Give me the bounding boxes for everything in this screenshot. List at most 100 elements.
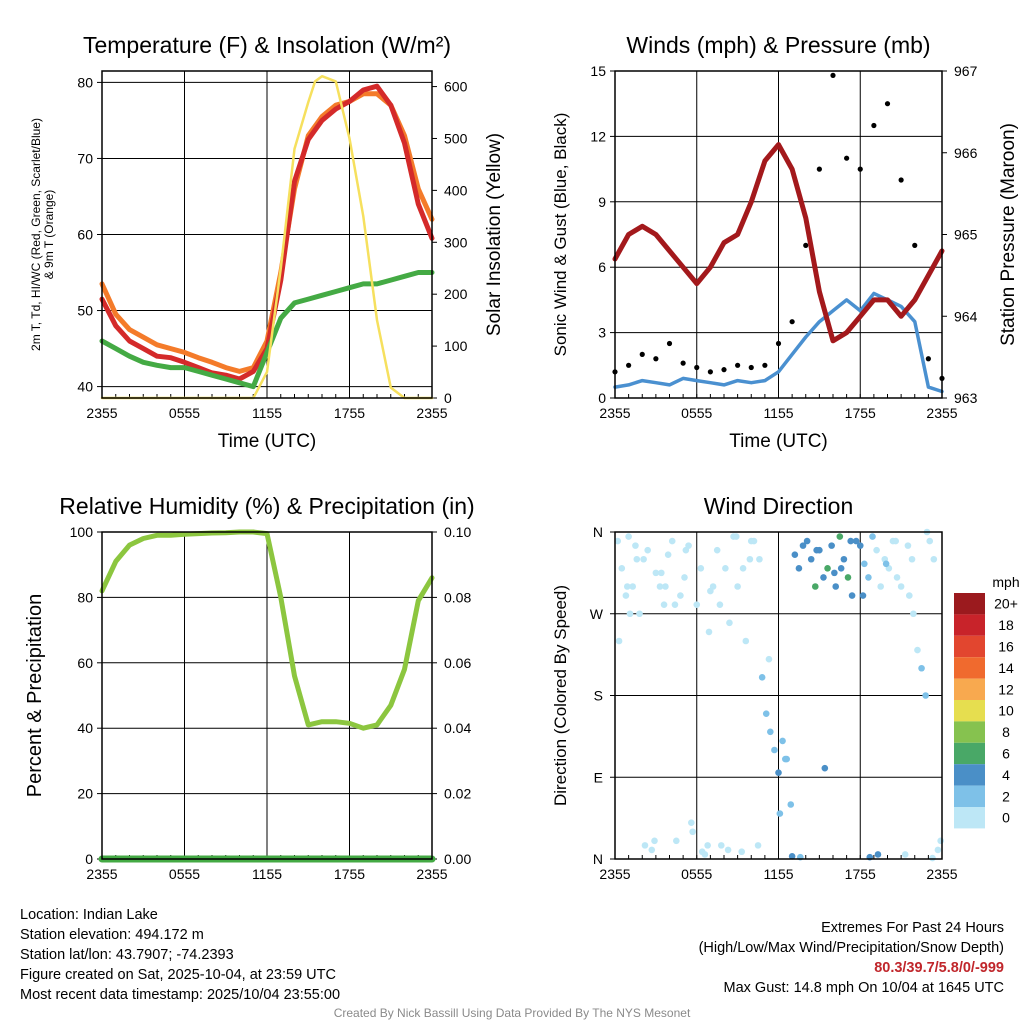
colorbar-title: mph — [992, 574, 1019, 590]
direction-point — [840, 555, 848, 563]
direction-point — [799, 542, 807, 549]
y-tick-label: 100 — [70, 524, 94, 540]
direction-point — [707, 587, 714, 595]
y-tick-label: 80 — [77, 589, 93, 605]
y-tick-label: 80 — [77, 74, 93, 90]
direction-point — [705, 628, 713, 636]
x-tick-label: 1155 — [252, 866, 282, 882]
direction-point — [625, 533, 632, 540]
y2-axis-label: Solar Insolation (Yellow) — [484, 133, 505, 336]
plot-border — [614, 531, 943, 860]
gust-point — [639, 351, 645, 357]
direction-point — [765, 655, 773, 663]
colorbar-swatch — [954, 678, 985, 700]
direction-point — [658, 569, 665, 577]
colorbar-swatch — [954, 764, 985, 786]
extremes-panel: Extremes For Past 24 Hours (High/Low/Max… — [699, 918, 1004, 998]
direction-point — [904, 542, 912, 549]
x-tick-label: 2355 — [86, 405, 117, 421]
x-tick-label: 1155 — [252, 405, 282, 421]
direction-point — [717, 842, 725, 849]
direction-point — [693, 601, 701, 608]
x-tick-label: 1755 — [334, 866, 365, 882]
plot-border — [101, 70, 433, 399]
y-axis-label-line1: 2m T, Td, HI/WC (Red, Green, Scarlet/Blu… — [29, 118, 43, 351]
colorbar-label: 18 — [998, 617, 1014, 633]
direction-point — [918, 664, 925, 672]
y-tick-label: N — [593, 524, 603, 540]
temperature-chart: 2355 0555 1155 1755 2355 Temperature (F) & In… — [29, 32, 505, 452]
y2-tick-label: 966 — [954, 145, 978, 161]
y2-tick-label: 0.04 — [444, 720, 471, 736]
y2-tick-label: 964 — [954, 308, 978, 324]
location-text: Location: Indian Lake — [20, 907, 158, 923]
direction-point — [874, 851, 882, 858]
direction-point — [930, 555, 938, 563]
direction-point — [787, 801, 795, 808]
direction-point — [671, 601, 679, 608]
colorbar-swatch — [954, 593, 985, 615]
direction-point — [698, 848, 706, 856]
y-axis-label: 2m T, Td, HI/WC (Red, Green, Scarlet/Blu… — [29, 118, 56, 351]
gust-point — [694, 364, 700, 371]
x-tick-label: 1755 — [845, 405, 876, 421]
direction-point — [877, 583, 884, 590]
y-tick-label: 12 — [590, 128, 606, 144]
direction-point — [716, 601, 724, 608]
direction-point — [622, 592, 630, 599]
direction-point — [901, 851, 909, 858]
direction-point — [856, 542, 864, 549]
y2-tick-label: 0.06 — [444, 655, 471, 671]
direction-point — [660, 601, 668, 608]
direction-point — [848, 592, 856, 599]
x-axis-label: Time (UTC) — [218, 431, 317, 452]
x-tick-label: 1755 — [334, 405, 365, 421]
direction-point — [724, 846, 732, 854]
gust-point — [884, 101, 891, 107]
direction-point — [722, 565, 729, 572]
gust-point — [912, 242, 918, 248]
direction-point — [746, 555, 754, 563]
y2-tick-label: 963 — [954, 390, 978, 406]
direction-point — [869, 533, 876, 540]
direction-point — [681, 574, 688, 581]
direction-point — [929, 854, 936, 862]
gust-point — [871, 122, 877, 129]
direction-point — [828, 542, 835, 549]
gust-point — [721, 367, 727, 373]
direction-point — [726, 619, 733, 627]
direction-point — [882, 560, 890, 568]
x-axis-label: Time (UTC) — [729, 431, 828, 452]
y-axis-label: Sonic Wind & Gust (Blue, Black) — [551, 113, 570, 357]
y-tick-label: 70 — [77, 150, 93, 166]
gust-point — [803, 242, 809, 248]
direction-point — [641, 842, 649, 849]
y-tick-label: W — [590, 606, 604, 622]
y-tick-label: 60 — [77, 227, 93, 243]
direction-point — [893, 574, 901, 581]
direction-point — [618, 565, 626, 572]
direction-point — [614, 537, 622, 545]
extremes-values: 80.3/39.7/5.8/0/-999 — [874, 960, 1004, 976]
recent-timestamp-text: Most recent data timestamp: 2025/10/04 2… — [20, 987, 341, 1003]
colorbar-swatch — [954, 721, 985, 743]
colorbar-swatch — [954, 785, 985, 807]
gust-point — [844, 155, 850, 161]
y-tick-label: 0 — [85, 851, 93, 867]
x-tick-label: 2355 — [926, 866, 957, 882]
direction-point — [795, 565, 803, 572]
x-tick-label: 1755 — [845, 866, 876, 882]
gust-point — [898, 177, 904, 183]
direction-point — [713, 546, 721, 554]
x-tick-label: 1155 — [763, 405, 793, 421]
y-tick-label: S — [594, 688, 603, 704]
y-tick-label: 0 — [598, 390, 606, 406]
direction-point — [922, 692, 929, 699]
chart-title: Winds (mph) & Pressure (mb) — [626, 32, 930, 58]
direction-point — [689, 828, 696, 836]
direction-point — [664, 551, 672, 559]
gust-point — [857, 166, 863, 172]
colorbar-label: 20+ — [994, 596, 1018, 612]
gust-point — [653, 356, 659, 362]
direction-point — [908, 555, 916, 563]
